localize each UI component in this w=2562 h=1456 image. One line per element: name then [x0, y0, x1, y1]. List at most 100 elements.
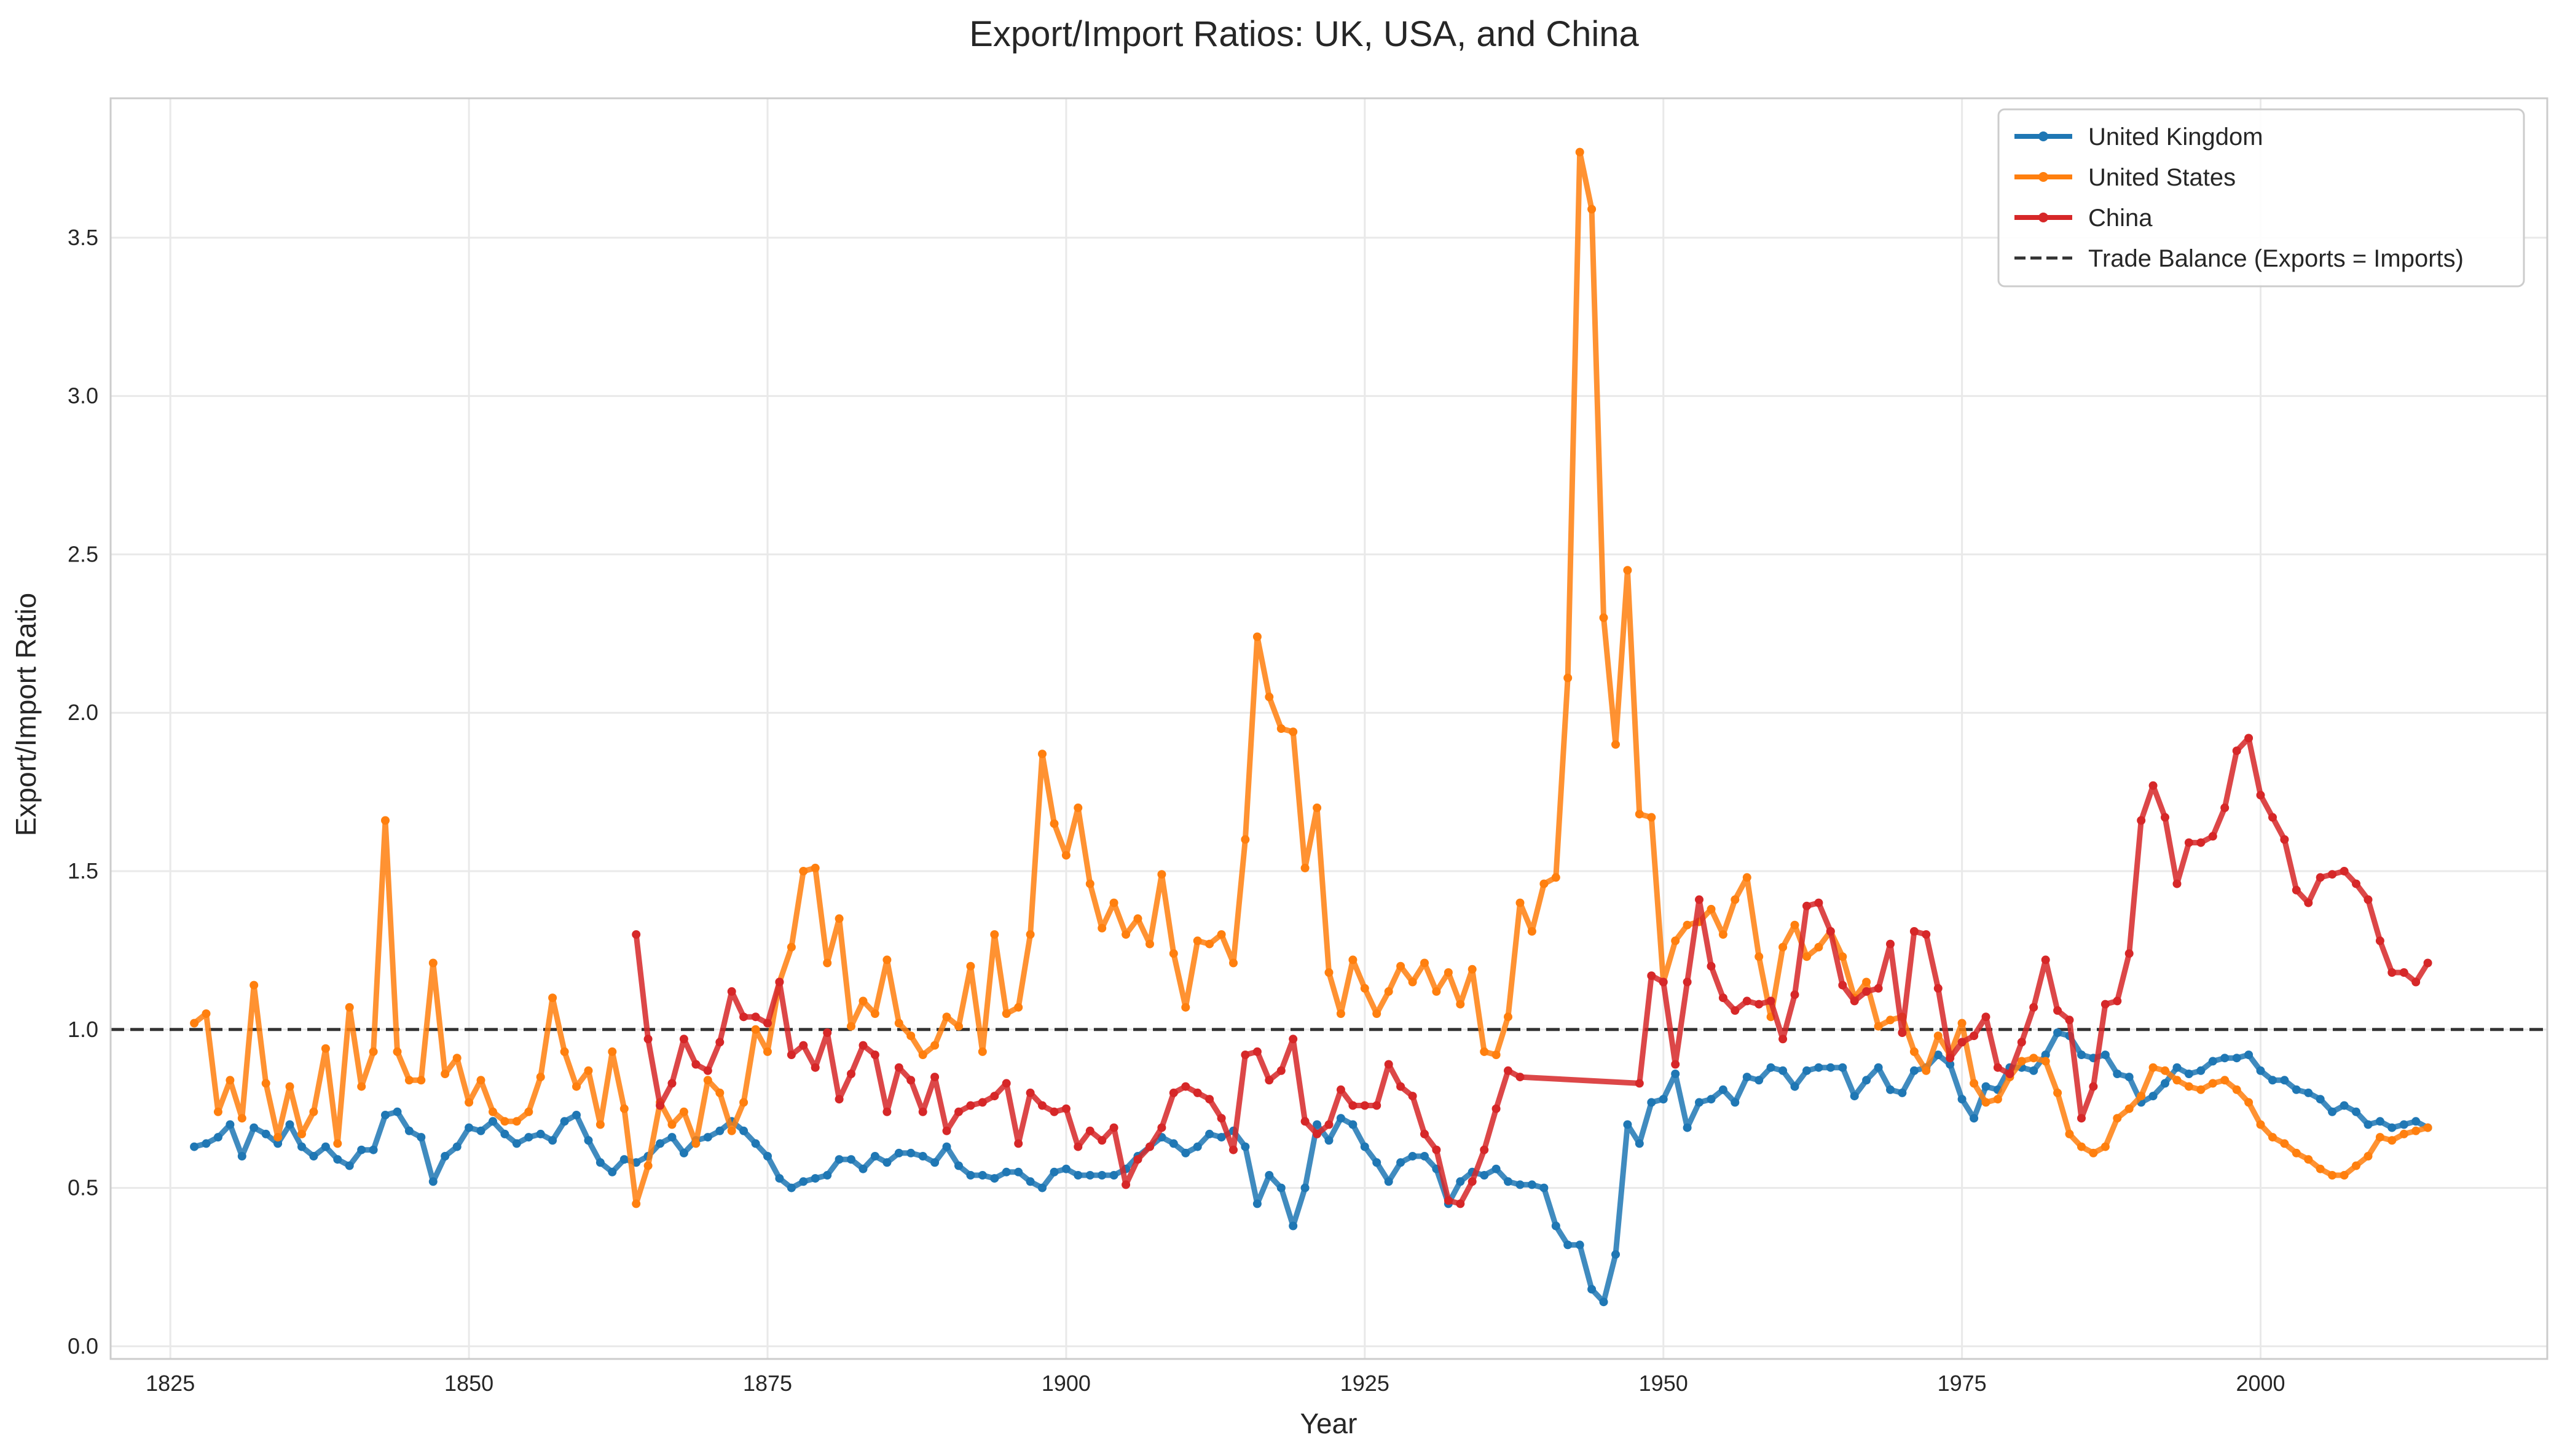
point-china [1348, 1101, 1358, 1110]
point-united-states [489, 1107, 497, 1116]
y-tick-label: 2.0 [68, 700, 98, 725]
point-united-kingdom [1384, 1177, 1393, 1186]
point-united-states [1957, 1019, 1967, 1028]
point-united-states [1742, 873, 1751, 882]
point-china [2280, 835, 2289, 844]
point-united-states [2041, 1057, 2050, 1066]
point-united-kingdom [2268, 1076, 2277, 1085]
point-united-kingdom [918, 1152, 927, 1160]
point-united-states [1587, 205, 1597, 214]
point-united-states [1061, 851, 1071, 860]
point-united-kingdom [1061, 1164, 1071, 1173]
point-united-kingdom [1515, 1180, 1525, 1189]
point-united-kingdom [2304, 1088, 2313, 1097]
point-united-states [799, 867, 808, 875]
point-united-kingdom [572, 1111, 581, 1119]
point-united-kingdom [1587, 1285, 1597, 1294]
point-united-states [1229, 958, 1238, 968]
point-china [2041, 955, 2050, 965]
point-china [2113, 996, 2122, 1006]
x-axis-title: Year [1300, 1407, 1358, 1439]
legend-item-trade-balance-exports-imports: Trade Balance (Exports = Imports) [2014, 245, 2464, 272]
point-united-states [954, 1022, 963, 1031]
x-tick-label: 1950 [1639, 1371, 1688, 1396]
point-united-states [1026, 930, 1035, 939]
point-china [859, 1041, 868, 1050]
point-united-kingdom [1336, 1114, 1345, 1123]
point-united-states [608, 1047, 617, 1056]
point-china [1252, 1047, 1262, 1056]
point-united-states [930, 1041, 940, 1050]
point-united-states [619, 1104, 629, 1113]
point-united-states [1420, 958, 1429, 968]
point-united-states [811, 863, 820, 872]
point-united-kingdom [1970, 1114, 1979, 1123]
point-united-kingdom [237, 1152, 246, 1160]
point-united-kingdom [1026, 1177, 1035, 1186]
point-china [2340, 867, 2349, 875]
point-united-kingdom [417, 1133, 426, 1142]
point-united-states [261, 1079, 270, 1088]
point-united-states [1575, 147, 1584, 157]
point-united-kingdom [1074, 1171, 1083, 1180]
point-united-states [2364, 1152, 2373, 1160]
point-china [751, 1012, 760, 1022]
point-china [1491, 1104, 1501, 1113]
point-united-states [1981, 1098, 1990, 1107]
point-china [1109, 1123, 1118, 1132]
point-china [1324, 1120, 1334, 1129]
point-united-kingdom [2196, 1066, 2206, 1075]
point-united-kingdom [882, 1158, 892, 1167]
point-china [1002, 1079, 1011, 1088]
point-united-states [1468, 965, 1477, 974]
point-united-kingdom [870, 1152, 879, 1160]
point-china [1336, 1085, 1345, 1094]
point-united-kingdom [1611, 1250, 1620, 1259]
point-united-states [1456, 1000, 1465, 1009]
point-united-states [894, 1019, 903, 1028]
point-united-states [1707, 904, 1716, 914]
point-united-states [942, 1012, 951, 1022]
point-united-states [1324, 968, 1334, 977]
legend-label: United Kingdom [2088, 123, 2263, 151]
point-united-kingdom [2124, 1073, 2134, 1082]
point-china [2161, 813, 2169, 822]
point-united-kingdom [1981, 1082, 1990, 1091]
point-united-kingdom [823, 1171, 832, 1180]
point-united-kingdom [1754, 1076, 1764, 1085]
point-china [966, 1101, 975, 1110]
point-united-states [1909, 1047, 1919, 1056]
point-china [2065, 1016, 2074, 1025]
point-united-states [2280, 1139, 2289, 1148]
point-united-kingdom [441, 1152, 450, 1160]
point-united-states [237, 1114, 246, 1123]
point-united-states [787, 942, 796, 952]
point-china [1300, 1117, 1310, 1126]
legend-marker [2038, 172, 2048, 182]
point-united-states [500, 1117, 509, 1126]
point-united-states [1683, 920, 1692, 930]
point-china [1790, 990, 1799, 1000]
point-united-kingdom [369, 1145, 378, 1154]
legend-label: United States [2088, 164, 2236, 191]
point-united-states [1205, 939, 1214, 949]
point-china [2304, 898, 2313, 907]
point-united-states [2328, 1171, 2337, 1180]
point-china [2375, 936, 2384, 945]
point-united-states [560, 1047, 569, 1056]
point-united-states [1886, 1016, 1895, 1025]
point-united-states [2304, 1155, 2313, 1164]
legend-item-united-kingdom: United Kingdom [2014, 123, 2263, 151]
point-united-states [190, 1019, 199, 1028]
point-united-states [1539, 879, 1549, 888]
point-united-kingdom [2172, 1063, 2182, 1072]
point-united-kingdom [966, 1171, 975, 1180]
point-united-states [1790, 920, 1799, 930]
point-united-kingdom [739, 1126, 749, 1135]
point-united-states [1814, 942, 1823, 952]
point-united-states [2161, 1066, 2169, 1075]
point-united-kingdom [2399, 1120, 2408, 1129]
x-tick-label: 1825 [146, 1371, 195, 1396]
point-united-kingdom [1957, 1095, 1967, 1104]
point-china [1384, 1060, 1393, 1069]
